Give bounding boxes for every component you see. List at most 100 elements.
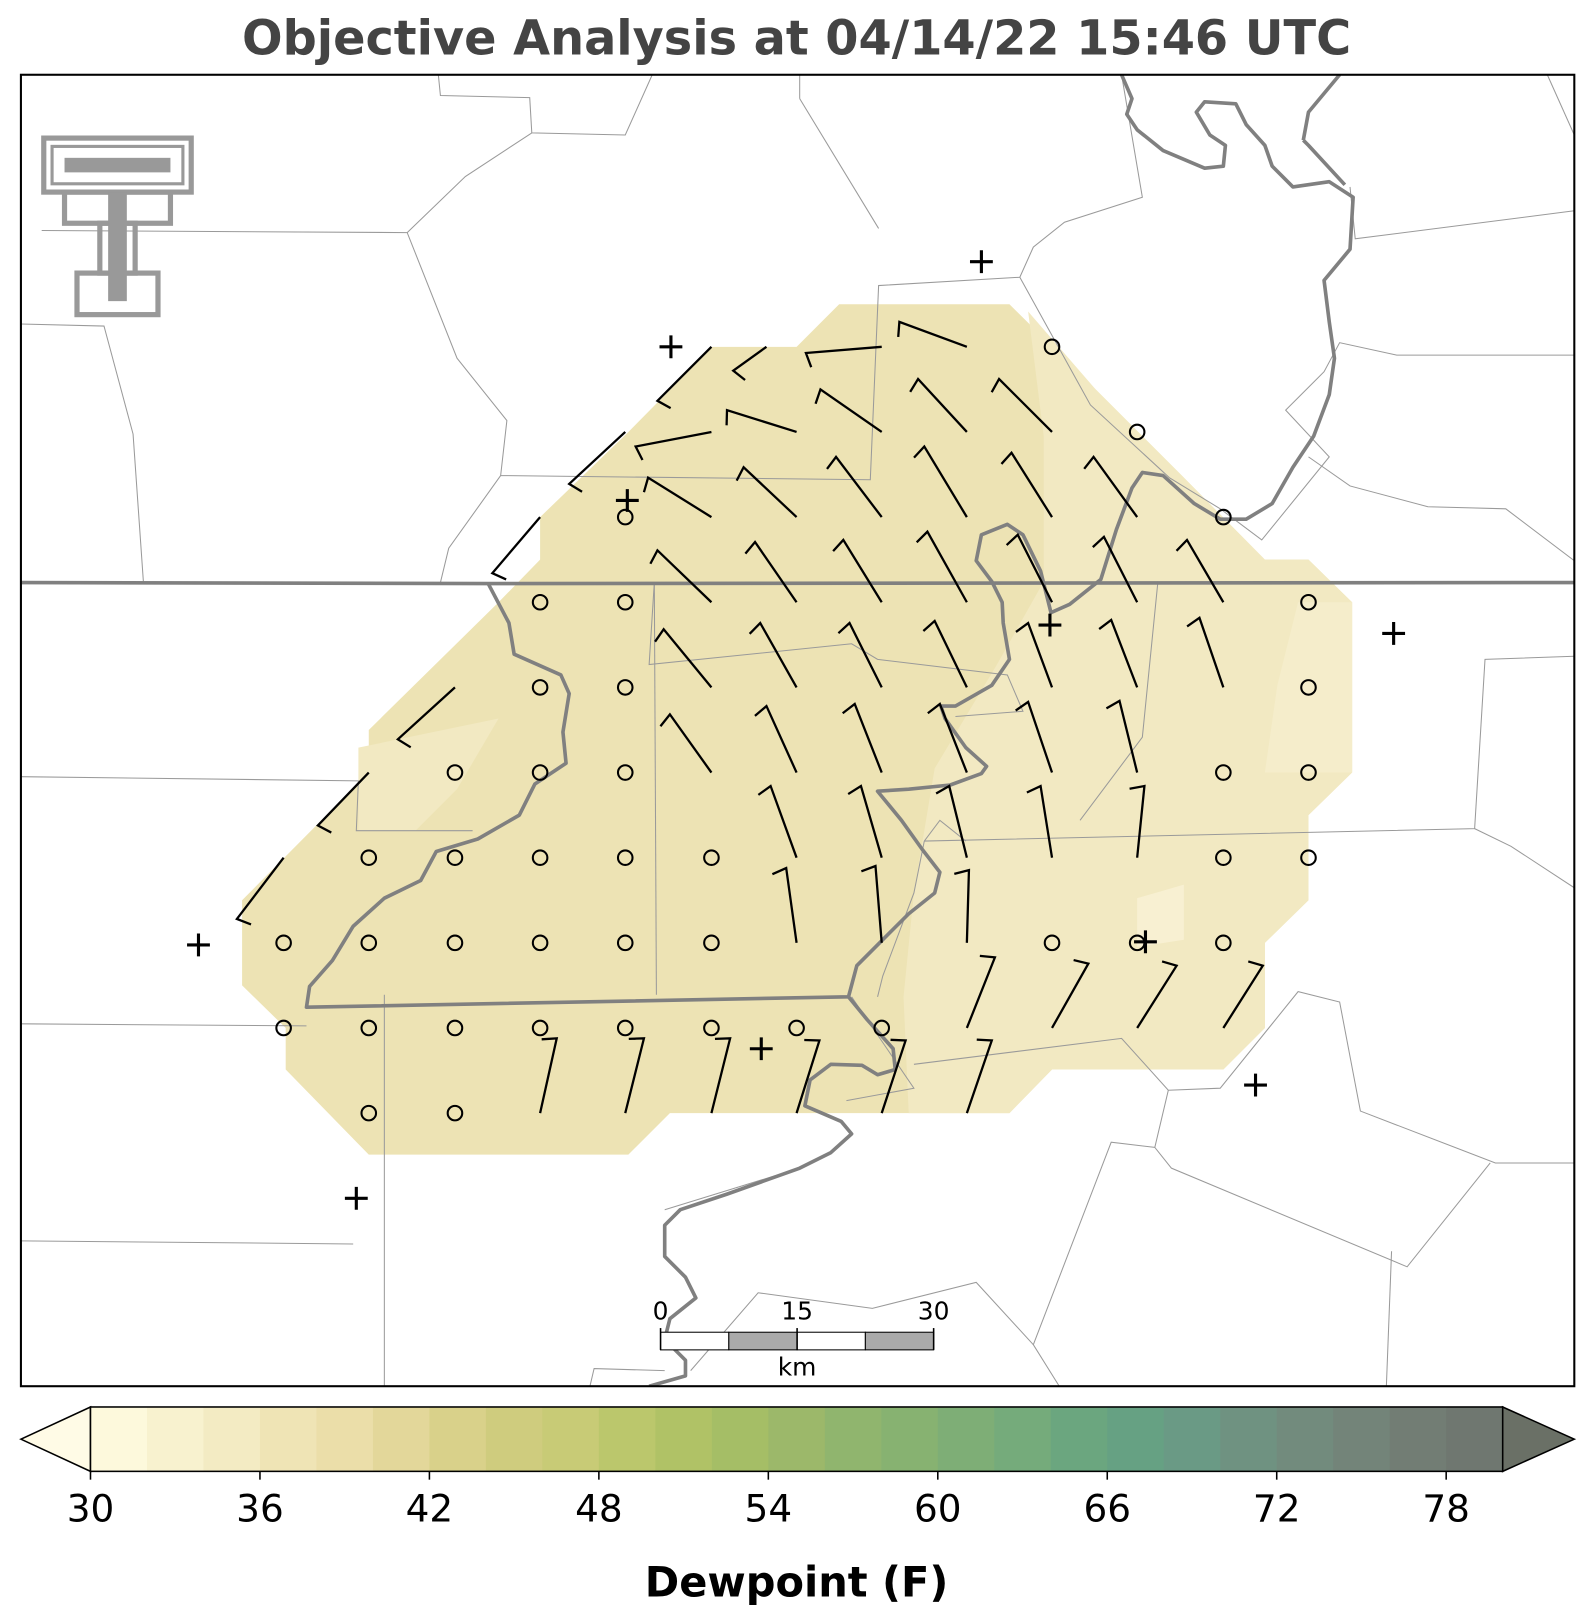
wind-barb [754, 704, 798, 774]
calm-station [531, 679, 549, 696]
colorbar-band [90, 1406, 148, 1472]
wind-barb [915, 529, 968, 603]
wind-barb [725, 408, 797, 434]
colorbar-band [1163, 1406, 1221, 1472]
calm-station [531, 934, 549, 952]
wind-barb [832, 538, 883, 603]
wind-barb [795, 1038, 821, 1114]
colorbar-band [1107, 1406, 1165, 1472]
scale-segment [796, 1331, 866, 1351]
map-frame [19, 73, 1576, 1388]
scale-tick-label: 0 [653, 1296, 669, 1325]
wind-barb [538, 1037, 559, 1114]
missing-station [1382, 621, 1406, 645]
river [1302, 138, 1347, 187]
colorbar-band [203, 1406, 261, 1472]
colorbar-band [711, 1406, 769, 1472]
wind-barb [642, 475, 713, 519]
calm-station [446, 1019, 464, 1037]
colorbar-band [485, 1406, 543, 1472]
calm-station [275, 934, 292, 952]
dewpoint-field-light [1137, 884, 1184, 947]
wind-barb [490, 516, 541, 581]
colorbar-band [259, 1406, 317, 1472]
wind-barb [731, 345, 768, 381]
wind-barb [744, 540, 798, 603]
wind-barb [847, 784, 883, 859]
wind-barb [567, 431, 627, 493]
missing-station [1134, 930, 1157, 954]
dewpoint-field-light [358, 718, 499, 831]
calm-station [1215, 764, 1232, 781]
wind-barb [1222, 960, 1265, 1029]
wind-barb [990, 377, 1053, 433]
wind-barb [1098, 618, 1139, 688]
logo [41, 135, 194, 318]
wind-barb [748, 621, 798, 688]
wind-barb [649, 548, 713, 604]
calm-station [616, 508, 634, 526]
map-layers [20, 74, 1575, 1387]
wind-barb [1105, 699, 1139, 773]
calm-station [788, 1019, 805, 1037]
colorbar-tick-label: 60 [914, 1486, 962, 1530]
colorbar-band [994, 1406, 1052, 1472]
wind-barb [316, 771, 370, 834]
wind-barb [1026, 784, 1054, 858]
dewpoint-field-light [903, 311, 1353, 1114]
wind-barb [954, 868, 971, 943]
wind-barb [860, 864, 883, 943]
missing-station [1244, 1073, 1267, 1097]
missing-station [187, 933, 210, 957]
wind-barb [735, 465, 798, 518]
calm-station [616, 764, 634, 781]
scale-tick-label: 15 [781, 1296, 813, 1325]
wind-barb [771, 866, 798, 943]
colorbar-outline [89, 1406, 1504, 1473]
calm-station [446, 1104, 464, 1122]
wind-barb [757, 784, 798, 859]
calm-station [1043, 338, 1061, 356]
wind-barb [1186, 616, 1225, 688]
colorbar-band [1220, 1406, 1278, 1472]
wind-barb [804, 345, 882, 368]
colorbar-tick-label: 54 [745, 1486, 793, 1530]
wind-barb [837, 621, 883, 688]
calm-station [446, 764, 464, 781]
calm-station [446, 934, 464, 952]
colorbar-band [1050, 1406, 1108, 1472]
colorbar-tick-label: 78 [1422, 1486, 1470, 1530]
colorbar-band [768, 1406, 826, 1472]
colorbar-tick-label: 42 [406, 1486, 454, 1530]
calm-station [275, 1019, 292, 1037]
colorbar-band [937, 1406, 995, 1472]
wind-barb [909, 377, 968, 433]
wind-barb [1000, 450, 1053, 518]
scale-unit: km [778, 1353, 817, 1382]
scale-segment [660, 1331, 730, 1351]
wind-barb [1083, 454, 1139, 518]
wind-barb [1129, 784, 1146, 858]
calm-station [616, 679, 634, 696]
wind-barb [1051, 958, 1091, 1029]
dewpoint-field-light [1264, 602, 1353, 773]
wind-barb [654, 627, 713, 689]
missing-station [969, 250, 993, 274]
colorbar: 30 36 42 48 54 60 66 72 78 [19, 1405, 1577, 1530]
calm-station [616, 849, 634, 866]
wind-barb [710, 1037, 732, 1114]
calm-station [616, 593, 634, 611]
colorbar-band [542, 1406, 600, 1472]
calm-station [1215, 934, 1232, 952]
calm-station [1043, 934, 1061, 952]
calm-station [1128, 423, 1146, 441]
river [1301, 74, 1342, 141]
wind-barb [235, 856, 285, 926]
calm-station [531, 849, 549, 866]
wind-barb [1015, 700, 1054, 773]
scale-bar: 0 15 30 km [653, 1296, 950, 1381]
wind-barb [841, 702, 883, 773]
wind-barb [927, 702, 968, 773]
colorbar-band [655, 1406, 713, 1472]
